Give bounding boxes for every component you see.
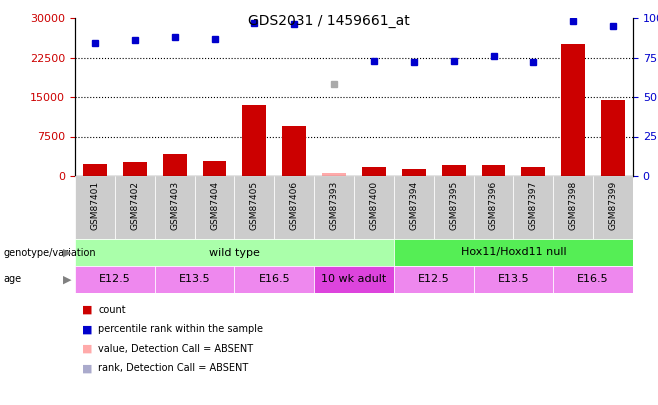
Text: GDS2031 / 1459661_at: GDS2031 / 1459661_at xyxy=(248,14,410,28)
Bar xyxy=(115,176,155,239)
Bar xyxy=(314,176,354,239)
Text: GSM87406: GSM87406 xyxy=(290,181,299,230)
Bar xyxy=(274,176,314,239)
Bar xyxy=(282,126,306,176)
Text: percentile rank within the sample: percentile rank within the sample xyxy=(98,324,263,334)
Bar xyxy=(482,166,505,176)
Bar xyxy=(553,176,593,239)
Bar xyxy=(234,176,274,239)
Text: rank, Detection Call = ABSENT: rank, Detection Call = ABSENT xyxy=(98,363,248,373)
Text: genotype/variation: genotype/variation xyxy=(3,247,96,258)
Text: ■: ■ xyxy=(82,344,92,354)
Text: E16.5: E16.5 xyxy=(259,275,290,284)
Bar xyxy=(155,176,195,239)
Bar xyxy=(394,239,633,266)
Text: ▶: ▶ xyxy=(63,247,71,258)
Bar xyxy=(234,266,314,293)
Text: E16.5: E16.5 xyxy=(577,275,609,284)
Bar xyxy=(513,176,553,239)
Text: GSM87401: GSM87401 xyxy=(90,181,99,230)
Bar xyxy=(402,168,426,176)
Text: age: age xyxy=(3,275,22,284)
Text: GSM87399: GSM87399 xyxy=(609,181,618,230)
Bar xyxy=(561,44,585,176)
Bar xyxy=(314,266,394,293)
Bar xyxy=(553,266,633,293)
Text: GSM87404: GSM87404 xyxy=(210,181,219,230)
Text: Hox11/Hoxd11 null: Hox11/Hoxd11 null xyxy=(461,247,567,258)
Text: GSM87403: GSM87403 xyxy=(170,181,179,230)
Text: count: count xyxy=(98,305,126,315)
Bar xyxy=(203,161,226,176)
Bar xyxy=(474,266,553,293)
Bar xyxy=(521,167,545,176)
Bar xyxy=(362,167,386,176)
Bar xyxy=(123,162,147,176)
Bar xyxy=(195,176,234,239)
Text: GSM87393: GSM87393 xyxy=(330,181,339,230)
Text: GSM87394: GSM87394 xyxy=(409,181,418,230)
Text: ■: ■ xyxy=(82,305,92,315)
Text: GSM87397: GSM87397 xyxy=(529,181,538,230)
Text: GSM87398: GSM87398 xyxy=(569,181,578,230)
Bar xyxy=(75,266,155,293)
Bar xyxy=(75,239,394,266)
Text: GSM87402: GSM87402 xyxy=(130,181,139,230)
Text: ■: ■ xyxy=(82,324,92,334)
Bar xyxy=(434,176,474,239)
Bar xyxy=(601,100,625,176)
Text: E13.5: E13.5 xyxy=(497,275,529,284)
Bar xyxy=(242,105,266,176)
Text: 10 wk adult: 10 wk adult xyxy=(321,275,387,284)
Bar xyxy=(155,266,234,293)
Bar xyxy=(354,176,394,239)
Bar xyxy=(163,154,187,176)
Bar xyxy=(394,176,434,239)
Text: GSM87395: GSM87395 xyxy=(449,181,458,230)
Bar xyxy=(394,266,474,293)
Text: GSM87400: GSM87400 xyxy=(369,181,378,230)
Bar xyxy=(322,173,346,176)
Text: GSM87405: GSM87405 xyxy=(250,181,259,230)
Text: E13.5: E13.5 xyxy=(179,275,211,284)
Bar xyxy=(83,164,107,176)
Text: E12.5: E12.5 xyxy=(99,275,131,284)
Text: wild type: wild type xyxy=(209,247,260,258)
Text: GSM87396: GSM87396 xyxy=(489,181,498,230)
Text: ▶: ▶ xyxy=(63,275,71,284)
Text: value, Detection Call = ABSENT: value, Detection Call = ABSENT xyxy=(98,344,253,354)
Bar xyxy=(593,176,633,239)
Bar xyxy=(75,176,115,239)
Text: ■: ■ xyxy=(82,363,92,373)
Bar xyxy=(474,176,513,239)
Bar xyxy=(442,166,466,176)
Text: E12.5: E12.5 xyxy=(418,275,449,284)
